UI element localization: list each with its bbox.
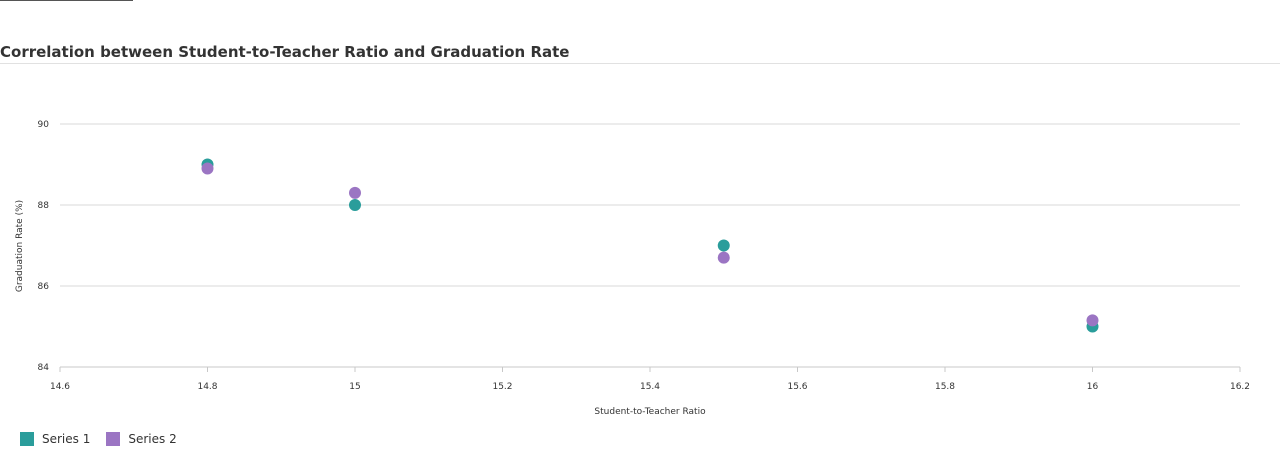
axis-layer: 84 86 88 90 14.6 14.8 15 15.2 15.4 15.6 15.8 16 16.2 [38, 120, 1250, 392]
x-tick-label: 14.8 [197, 382, 217, 392]
x-tick-label: 16 [1087, 382, 1099, 392]
x-tick-label: 15.4 [640, 382, 660, 392]
data-point-series-2[interactable] [201, 162, 214, 175]
x-tick-label: 15.6 [787, 382, 807, 392]
data-point-series-1[interactable] [349, 199, 361, 211]
chart-header: Correlation between Student-to-Teacher R… [0, 44, 1280, 64]
legend-swatch-series-1 [20, 432, 34, 446]
top-divider [0, 0, 133, 1]
data-point-series-2[interactable] [1086, 314, 1099, 327]
y-tick-label: 90 [38, 120, 50, 130]
points-layer [201, 158, 1099, 333]
grid-layer [60, 123, 1240, 368]
legend-item-series-2[interactable]: Series 2 [106, 432, 177, 446]
legend-item-series-1[interactable]: Series 1 [20, 432, 90, 446]
x-tick-label: 15.2 [492, 382, 512, 392]
x-tick-label: 15.8 [935, 382, 955, 392]
data-point-series-2[interactable] [349, 186, 361, 199]
x-tick-label: 16.2 [1230, 382, 1250, 392]
data-point-series-1[interactable] [717, 239, 730, 252]
y-tick-label: 86 [38, 282, 50, 292]
x-tick-label: 14.6 [50, 382, 70, 392]
y-axis-title: Graduation Rate (%) [15, 200, 25, 292]
legend-label-series-1: Series 1 [42, 432, 91, 446]
legend: Series 1 Series 2 [20, 431, 193, 447]
chart-title: Correlation between Student-to-Teacher R… [0, 43, 570, 61]
legend-swatch-series-2 [106, 432, 121, 446]
legend-label-series-2: Series 2 [128, 432, 177, 446]
y-tick-label: 88 [38, 201, 50, 211]
y-tick-label: 84 [38, 363, 50, 373]
x-axis-title: Student-to-Teacher Ratio [594, 407, 706, 417]
data-point-series-2[interactable] [717, 251, 730, 264]
x-tick-label: 15 [349, 382, 360, 392]
